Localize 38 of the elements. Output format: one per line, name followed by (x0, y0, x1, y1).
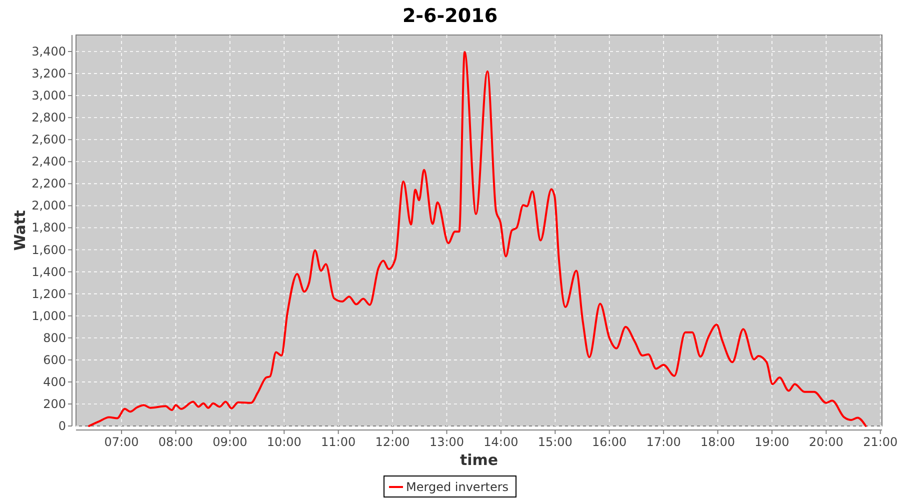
legend-label: Merged inverters (406, 480, 509, 494)
x-tick-label: 07:00 (104, 435, 139, 449)
y-tick-label: 2,600 (32, 132, 66, 147)
y-tick-label: 1,000 (32, 308, 66, 323)
x-tick-label: 13:00 (429, 435, 464, 449)
x-tick-label: 20:00 (808, 435, 844, 449)
x-tick-label: 21:00 (863, 435, 898, 449)
y-tick-label: 600 (43, 352, 66, 367)
y-tick-label: 1,800 (32, 220, 66, 235)
x-tick-label: 16:00 (592, 435, 627, 449)
y-tick-label: 2,200 (32, 176, 66, 191)
y-tick-label: 200 (43, 396, 66, 411)
x-tick-label: 18:00 (700, 435, 736, 449)
x-tick-label: 11:00 (321, 435, 356, 449)
y-tick-label: 2,000 (32, 198, 66, 213)
x-tick-label: 17:00 (646, 435, 681, 449)
y-tick-label: 800 (43, 330, 66, 345)
y-tick-label: 1,600 (32, 242, 66, 257)
x-axis-title: time (460, 451, 498, 469)
y-axis-title: Watt (11, 210, 29, 251)
y-tick-label: 0 (58, 419, 66, 433)
y-tick-label: 2,800 (32, 110, 66, 125)
x-tick-label: 12:00 (375, 435, 410, 449)
line-series (88, 51, 867, 427)
x-tick-label: 08:00 (158, 435, 194, 449)
x-tick-label: 09:00 (212, 435, 248, 449)
x-tick-label: 10:00 (266, 435, 302, 449)
chart-title: 2-6-2016 (402, 5, 498, 27)
y-tick-label: 3,000 (32, 88, 66, 103)
x-tick-label: 14:00 (484, 435, 518, 449)
y-tick-label: 1,200 (32, 286, 66, 301)
y-tick-label: 3,200 (32, 66, 66, 81)
x-tick-label: 15:00 (538, 435, 572, 449)
y-tick-label: 1,400 (32, 264, 66, 279)
x-tick-label: 19:00 (754, 435, 790, 449)
y-tick-label: 3,400 (32, 44, 66, 59)
y-tick-label: 400 (43, 374, 66, 389)
y-tick-label: 2,400 (32, 154, 66, 169)
